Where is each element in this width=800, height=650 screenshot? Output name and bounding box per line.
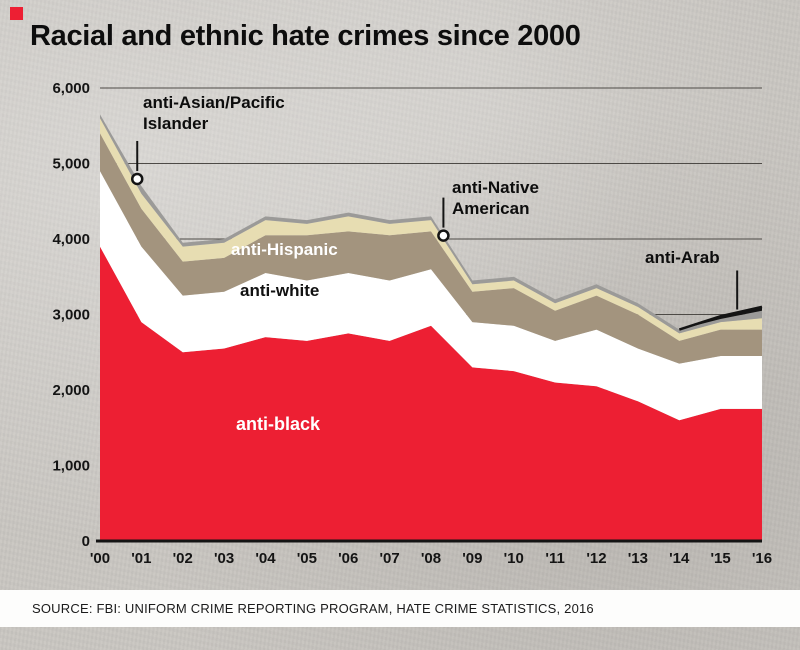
svg-text:'00: '00 <box>90 550 110 567</box>
svg-text:'13: '13 <box>628 550 648 567</box>
svg-text:'02: '02 <box>173 550 193 567</box>
svg-text:'03: '03 <box>214 550 234 567</box>
svg-text:'09: '09 <box>462 550 482 567</box>
svg-text:'14: '14 <box>669 550 690 567</box>
svg-text:1,000: 1,000 <box>52 458 90 475</box>
annotation-anti-arab: anti-Arab <box>645 248 720 267</box>
svg-text:'12: '12 <box>586 550 606 567</box>
svg-text:'08: '08 <box>421 550 441 567</box>
annotation-anti-native-american: anti-Native American <box>452 178 539 218</box>
svg-text:'16: '16 <box>752 550 772 567</box>
chart-title: Racial and ethnic hate crimes since 2000 <box>30 20 581 52</box>
source-text: SOURCE: FBI: UNIFORM CRIME REPORTING PRO… <box>32 601 594 616</box>
svg-text:'15: '15 <box>710 550 730 567</box>
svg-text:5,000: 5,000 <box>52 156 90 173</box>
svg-text:'04: '04 <box>255 550 276 567</box>
band-label-anti-black: anti-black <box>236 414 321 434</box>
svg-text:0: 0 <box>82 533 90 550</box>
svg-text:4,000: 4,000 <box>52 231 90 248</box>
svg-text:'07: '07 <box>379 550 399 567</box>
svg-text:'05: '05 <box>297 550 317 567</box>
svg-text:'01: '01 <box>131 550 151 567</box>
svg-text:'06: '06 <box>338 550 358 567</box>
brand-square-icon <box>10 7 23 20</box>
band-label-anti-hispanic: anti-Hispanic <box>231 240 338 259</box>
svg-text:2,000: 2,000 <box>52 382 90 399</box>
svg-text:'10: '10 <box>504 550 524 567</box>
band-label-anti-white: anti-white <box>240 281 320 300</box>
source-bar: SOURCE: FBI: UNIFORM CRIME REPORTING PRO… <box>0 590 800 627</box>
svg-text:'11: '11 <box>545 550 564 567</box>
annotation-anti-asian-pacific-islander: anti-Asian/Pacific Islander <box>143 93 285 133</box>
svg-text:3,000: 3,000 <box>52 307 90 324</box>
svg-text:6,000: 6,000 <box>52 80 90 97</box>
